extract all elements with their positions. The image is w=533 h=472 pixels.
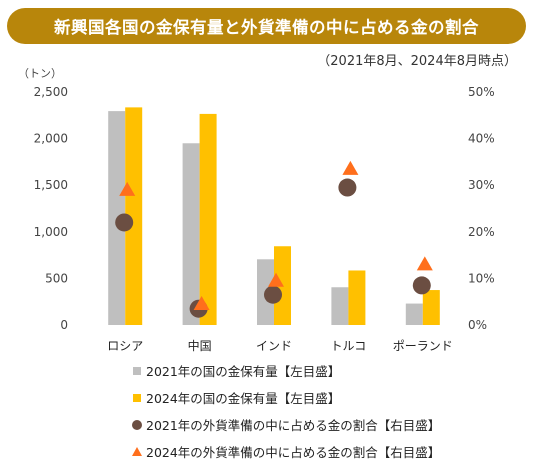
bar: [422, 290, 440, 325]
marker-circle-point: [412, 276, 431, 295]
marker-circle-point: [115, 213, 134, 232]
left-axis-tick-label: 0: [60, 318, 68, 332]
legend-swatch: [132, 420, 142, 430]
legend-swatch: [133, 367, 141, 375]
category-label: トルコ: [331, 339, 367, 353]
legend-swatch: [132, 447, 142, 456]
marker-circle-point: [338, 178, 357, 197]
chart-subtitle: （2021年8月、2024年8月時点）: [317, 54, 517, 69]
legend-swatch: [133, 394, 141, 402]
right-axis-tick-label: 50%: [468, 85, 495, 99]
legend-label: 2021年の外貨準備の中に占める金の割合【右目盛】: [146, 418, 440, 433]
legend-label: 2021年の国の金保有量【左目盛】: [146, 364, 340, 379]
bar: [182, 143, 200, 325]
right-axis-tick-label: 20%: [468, 225, 495, 239]
bar-series: [108, 107, 440, 326]
bar: [199, 113, 217, 325]
marker-triangle-point: [268, 272, 284, 287]
category-label: 中国: [188, 338, 212, 353]
bar: [125, 107, 143, 326]
right-axis-tick-label: 40%: [468, 132, 495, 146]
marker-triangle-point: [119, 181, 136, 196]
left-axis-tick-label: 1,500: [34, 178, 68, 192]
left-axis-tick-label: 2,000: [34, 132, 68, 146]
category-label: ロシア: [107, 339, 143, 353]
right-axis-tick-label: 10%: [468, 271, 495, 285]
bar: [405, 303, 423, 325]
left-axis-tick-label: 500: [45, 271, 68, 285]
legend: 2021年の国の金保有量【左目盛】 2024年の国の金保有量【左目盛】 2021年の…: [132, 364, 440, 460]
legend-label: 2024年の国の金保有量【左目盛】: [146, 391, 340, 406]
marker-circle-point: [264, 285, 282, 304]
category-label: ポーランド: [393, 339, 453, 353]
left-axis: （トン） 0 500 1,000 1,500 2,000 2,500: [18, 67, 68, 332]
category-axis: ロシア 中国 インド トルコ ポーランド: [107, 338, 453, 353]
right-axis: 0% 10% 20% 30% 40% 50%: [468, 85, 495, 332]
right-axis-tick-label: 0%: [468, 318, 487, 332]
chart-title: 新興国各国の金保有量と外貨準備の中に占める金の割合: [54, 18, 479, 37]
right-axis-tick-label: 30%: [468, 178, 495, 192]
bar: [331, 287, 349, 325]
legend-label: 2024年の外貨準備の中に占める金の割合【右目盛】: [146, 445, 440, 460]
marker-series: [115, 160, 433, 318]
left-axis-tick-label: 2,500: [34, 85, 68, 99]
left-axis-tick-label: 1,000: [34, 225, 68, 239]
marker-triangle-point: [342, 160, 359, 175]
marker-triangle-point: [193, 296, 210, 311]
marker-triangle-point: [416, 256, 433, 271]
category-label: インド: [256, 339, 292, 353]
title-banner: 新興国各国の金保有量と外貨準備の中に占める金の割合: [7, 8, 526, 44]
bar: [348, 270, 366, 325]
left-axis-unit: （トン）: [18, 67, 62, 80]
